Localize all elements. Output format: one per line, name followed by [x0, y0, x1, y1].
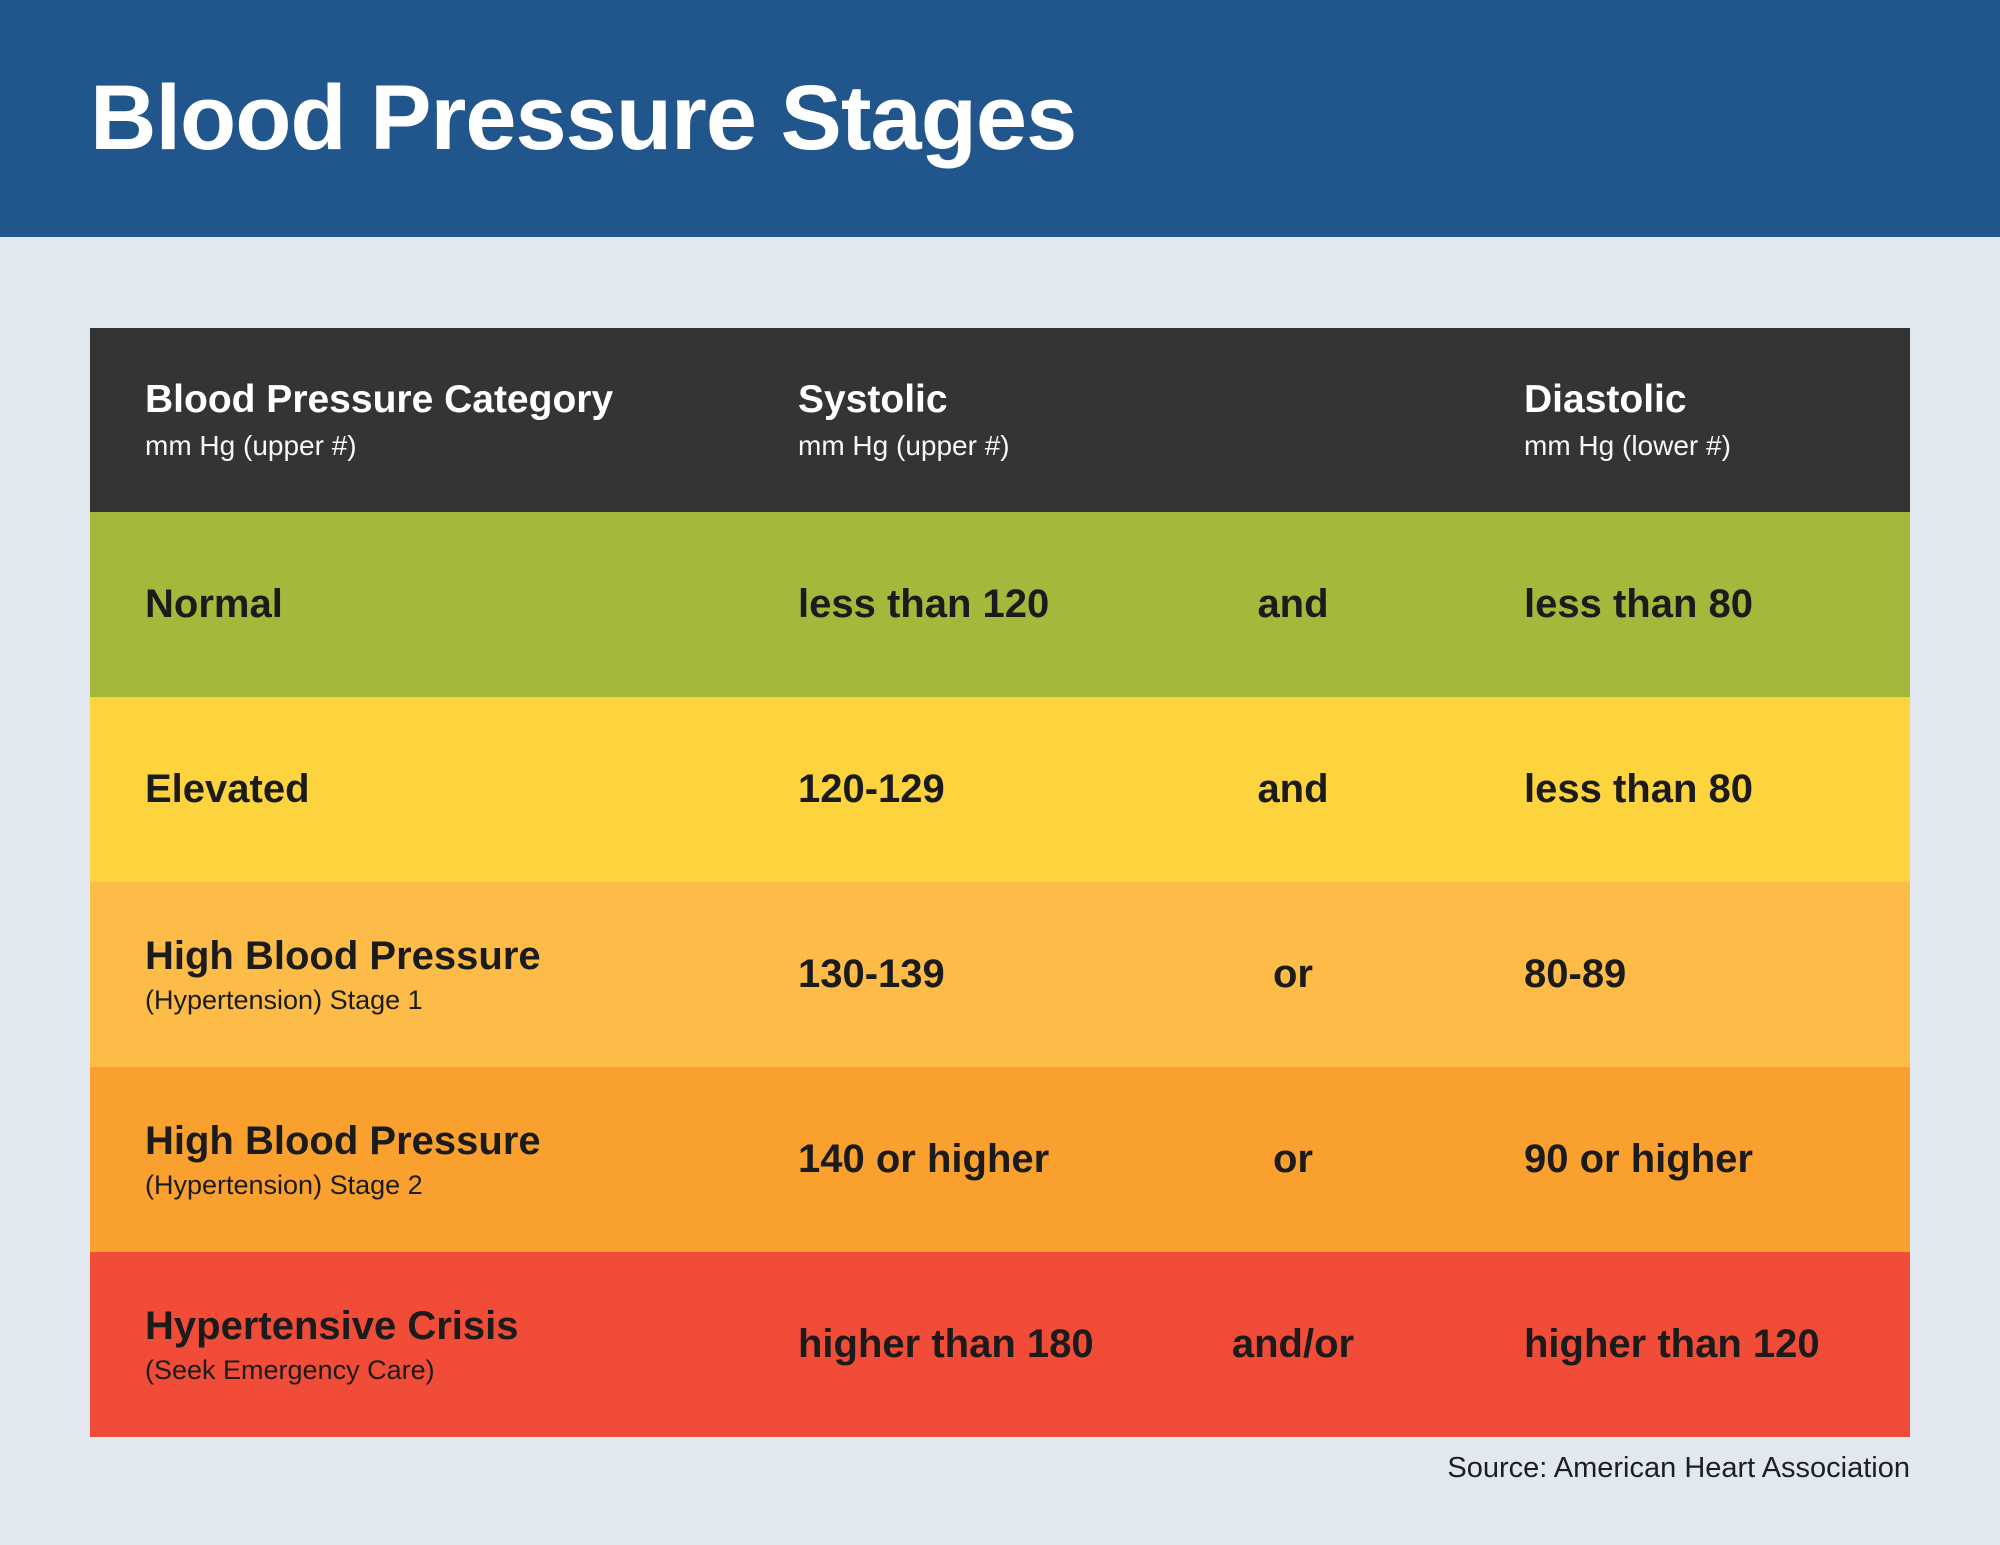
source-attribution: Source: American Heart Association	[1447, 1452, 1910, 1484]
category-cell: Hypertensive Crisis (Seek Emergency Care…	[145, 1304, 798, 1386]
diastolic-value: 80-89	[1524, 952, 1627, 996]
table-row: Normal less than 120 and less than 80	[90, 512, 1910, 697]
systolic-value: higher than 180	[798, 1322, 1094, 1366]
systolic-value: 130-139	[798, 952, 945, 996]
diastolic-column-title: Diastolic	[1524, 378, 1687, 421]
category-subtitle: (Seek Emergency Care)	[145, 1354, 435, 1385]
diastolic-value: less than 80	[1524, 767, 1754, 811]
connector-word: or	[1273, 1137, 1313, 1181]
category-name: High Blood Pressure	[145, 933, 541, 978]
systolic-column-subtitle: mm Hg (upper #)	[798, 430, 1010, 461]
table-row: High Blood Pressure (Hypertension) Stage…	[90, 882, 1910, 1067]
category-subtitle: (Hypertension) Stage 2	[145, 1169, 423, 1200]
title-banner: Blood Pressure Stages	[0, 0, 2000, 237]
connector-word: and	[1257, 767, 1329, 811]
table-row: Elevated 120-129 and less than 80	[90, 697, 1910, 882]
category-column-subtitle: mm Hg (upper #)	[145, 430, 357, 461]
category-subtitle: (Hypertension) Stage 1	[145, 984, 423, 1015]
systolic-value: 140 or higher	[798, 1137, 1050, 1181]
category-cell: High Blood Pressure (Hypertension) Stage…	[145, 1119, 798, 1201]
table-row: Hypertensive Crisis (Seek Emergency Care…	[90, 1252, 1910, 1437]
category-name: High Blood Pressure	[145, 1118, 541, 1163]
category-name: Hypertensive Crisis	[145, 1303, 519, 1348]
connector-word: or	[1273, 952, 1313, 996]
category-column-title: Blood Pressure Category	[145, 378, 614, 421]
diastolic-value: 90 or higher	[1524, 1137, 1753, 1181]
category-cell: Normal	[145, 582, 798, 627]
category-cell: Elevated	[145, 767, 798, 812]
blood-pressure-table: Blood Pressure Category mm Hg (upper #) …	[90, 328, 1910, 1437]
systolic-value: less than 120	[798, 582, 1050, 626]
systolic-column-title: Systolic	[798, 378, 948, 421]
category-cell: High Blood Pressure (Hypertension) Stage…	[145, 934, 798, 1016]
connector-word: and/or	[1231, 1322, 1355, 1366]
diastolic-column-subtitle: mm Hg (lower #)	[1524, 430, 1731, 461]
column-header-systolic: Systolic mm Hg (upper #)	[798, 378, 1388, 462]
category-name: Normal	[145, 582, 283, 626]
table-row: High Blood Pressure (Hypertension) Stage…	[90, 1067, 1910, 1252]
category-name: Elevated	[145, 767, 310, 811]
diastolic-value: less than 80	[1524, 582, 1754, 626]
diastolic-value: higher than 120	[1524, 1322, 1820, 1366]
page-title: Blood Pressure Stages	[90, 67, 1077, 169]
table-header-row: Blood Pressure Category mm Hg (upper #) …	[90, 328, 1910, 512]
table-body: Normal less than 120 and less than 80 El…	[90, 512, 1910, 1437]
column-header-category: Blood Pressure Category mm Hg (upper #)	[145, 378, 798, 462]
connector-word: and	[1257, 582, 1329, 626]
column-header-diastolic: Diastolic mm Hg (lower #)	[1388, 378, 1910, 462]
systolic-value: 120-129	[798, 767, 945, 811]
